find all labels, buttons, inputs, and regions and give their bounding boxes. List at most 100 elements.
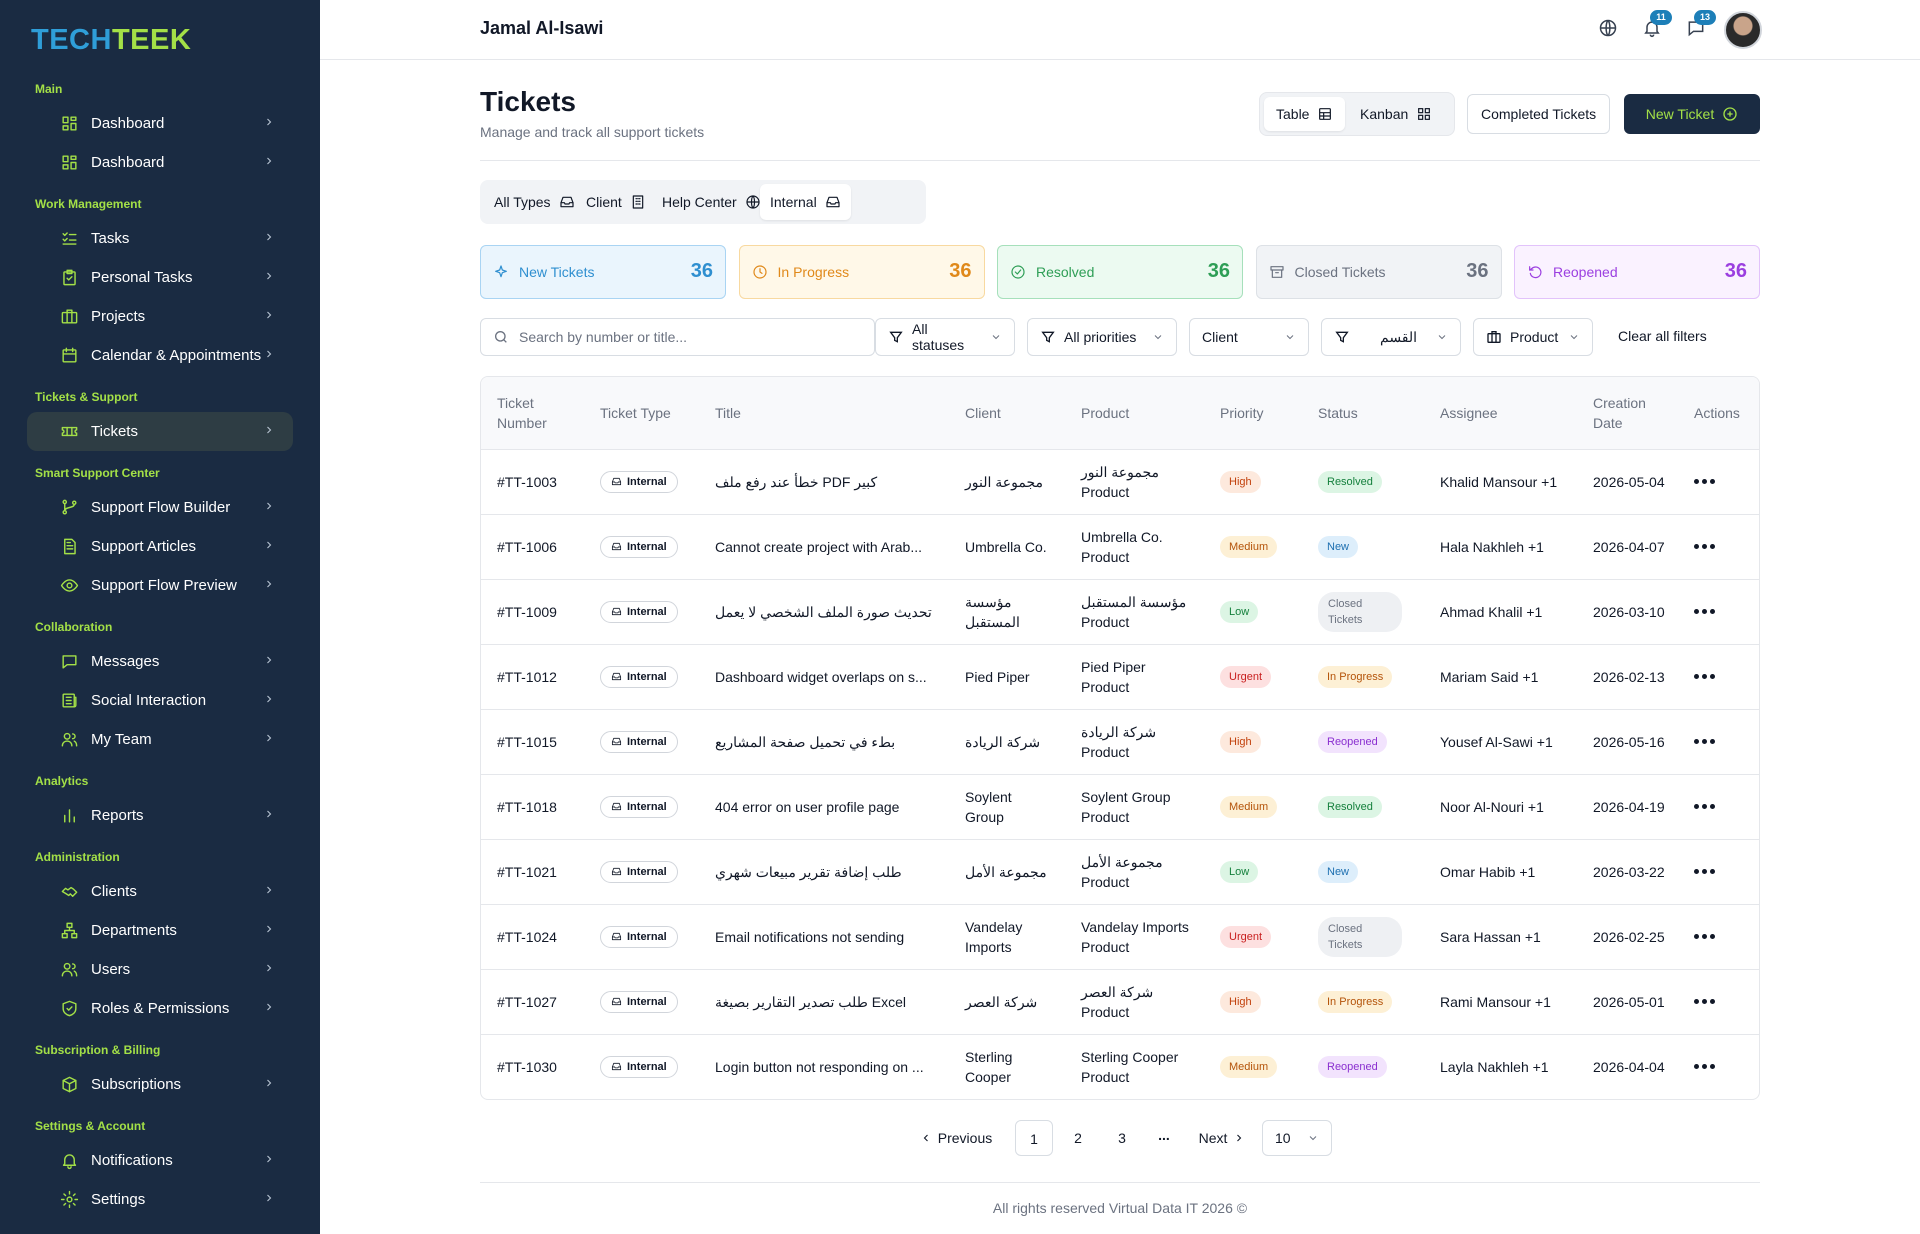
tab-all-types[interactable]: All Types: [484, 184, 585, 220]
more-actions-icon[interactable]: [1694, 1064, 1759, 1070]
clear-filters-link[interactable]: Clear all filters: [1618, 328, 1707, 344]
more-actions-icon[interactable]: [1694, 674, 1759, 679]
search-input[interactable]: [519, 329, 849, 345]
ticket-title[interactable]: Email notifications not sending: [699, 904, 949, 970]
ticket-title[interactable]: طلب تصدير التقارير بصيغة Excel: [699, 969, 949, 1035]
table-view-button[interactable]: Table: [1264, 97, 1346, 131]
more-actions-icon[interactable]: [1694, 739, 1759, 744]
sidebar-item-messages[interactable]: Messages: [27, 642, 293, 681]
sidebar-item-settings[interactable]: Settings: [27, 1180, 293, 1219]
ticket-number[interactable]: #TT-1018: [481, 774, 584, 840]
ticket-title[interactable]: طلب إضافة تقرير مبيعات شهري: [699, 839, 949, 905]
stat-card-reopened[interactable]: Reopened 36: [1514, 245, 1760, 299]
new-ticket-button[interactable]: New Ticket: [1624, 94, 1760, 134]
page-1-button[interactable]: 1: [1015, 1120, 1053, 1156]
table-row[interactable]: #TT-1021 Internal طلب إضافة تقرير مبيعات ش…: [481, 839, 1759, 905]
sidebar-item-label: Tasks: [91, 230, 130, 247]
more-actions-icon[interactable]: [1694, 869, 1759, 874]
next-page-button[interactable]: Next: [1190, 1120, 1254, 1156]
tab-internal[interactable]: Internal: [760, 184, 851, 220]
ticket-title[interactable]: Cannot create project with Arab...: [699, 514, 949, 580]
user-avatar[interactable]: [1724, 11, 1762, 49]
ticket-title[interactable]: بطء في تحميل صفحة المشاريع: [699, 709, 949, 775]
ticket-number[interactable]: #TT-1027: [481, 969, 584, 1035]
tab-client[interactable]: Client: [576, 184, 656, 220]
table-row[interactable]: #TT-1012 Internal Dashboard widget overlap…: [481, 644, 1759, 710]
table-row[interactable]: #TT-1015 Internal بطء في تحميل صفحة المشار…: [481, 709, 1759, 775]
users-icon: [59, 730, 79, 750]
stat-card-resolved[interactable]: Resolved 36: [997, 245, 1243, 299]
sidebar-item-departments[interactable]: Departments: [27, 911, 293, 950]
sidebar-item-tickets[interactable]: Tickets: [27, 412, 293, 451]
ticket-number[interactable]: #TT-1012: [481, 644, 584, 710]
column-header-status: Status: [1302, 377, 1424, 450]
ticket-product: Umbrella Co. Product: [1065, 514, 1204, 580]
ticket-number[interactable]: #TT-1003: [481, 449, 584, 515]
more-actions-icon[interactable]: [1694, 479, 1759, 484]
sidebar-item-tasks[interactable]: Tasks: [27, 219, 293, 258]
sidebar-item-support-flow-builder[interactable]: Support Flow Builder: [27, 488, 293, 527]
table-row[interactable]: #TT-1003 Internal خطأ عند رفع ملف PDF كبير…: [481, 449, 1759, 515]
status-badge: Closed Tickets: [1318, 916, 1402, 957]
stat-card-new-tickets[interactable]: New Tickets 36: [480, 245, 726, 299]
page-2-button[interactable]: 2: [1074, 1130, 1082, 1146]
sidebar-item-clients[interactable]: Clients: [27, 872, 293, 911]
status-filter[interactable]: All statuses: [875, 318, 1015, 356]
stat-card-in-progress[interactable]: In Progress 36: [738, 245, 985, 299]
sidebar-item-notifications[interactable]: Notifications: [27, 1141, 293, 1180]
sidebar-item-projects[interactable]: Projects: [27, 297, 293, 336]
ticket-title[interactable]: Dashboard widget overlaps on s...: [699, 644, 949, 710]
ticket-number[interactable]: #TT-1006: [481, 514, 584, 580]
client-filter[interactable]: Client: [1189, 318, 1309, 356]
ticket-type-label: Internal: [627, 1060, 667, 1073]
priority-filter[interactable]: All priorities: [1027, 318, 1177, 356]
check-circle-icon: [1010, 264, 1026, 280]
sidebar-item-personal-tasks[interactable]: Personal Tasks: [27, 258, 293, 297]
completed-tickets-button[interactable]: Completed Tickets: [1467, 94, 1611, 134]
sidebar-item-my-team[interactable]: My Team: [27, 720, 293, 759]
page-size-select[interactable]: 10: [1262, 1120, 1332, 1156]
ticket-number[interactable]: #TT-1009: [481, 579, 584, 645]
department-filter[interactable]: القسم: [1321, 318, 1461, 356]
sidebar-item-reports[interactable]: Reports: [27, 796, 293, 835]
sidebar-item-support-flow-preview[interactable]: Support Flow Preview: [27, 566, 293, 605]
previous-page-button[interactable]: Previous: [916, 1120, 996, 1156]
stat-value: 36: [1466, 260, 1489, 282]
sidebar-item-roles-permissions[interactable]: Roles & Permissions: [27, 989, 293, 1028]
sidebar-item-subscriptions[interactable]: Subscriptions: [27, 1065, 293, 1104]
sidebar-item-users[interactable]: Users: [27, 950, 293, 989]
table-row[interactable]: #TT-1009 Internal تحديث صورة الملف الشخصي …: [481, 579, 1759, 645]
ticket-title[interactable]: تحديث صورة الملف الشخصي لا يعمل: [699, 579, 949, 645]
more-actions-icon[interactable]: [1694, 934, 1759, 939]
table-row[interactable]: #TT-1024 Internal Email notifications not …: [481, 904, 1759, 970]
ticket-number[interactable]: #TT-1030: [497, 1058, 557, 1075]
app-logo[interactable]: TECHTEEK: [31, 24, 192, 56]
globe-icon[interactable]: [1598, 18, 1618, 38]
sidebar-item-social-interaction[interactable]: Social Interaction: [27, 681, 293, 720]
table-row[interactable]: #TT-1018 Internal 404 error on user profil…: [481, 774, 1759, 840]
page-3-button[interactable]: 3: [1118, 1130, 1126, 1146]
table-row[interactable]: #TT-1030 Internal Login button not respond…: [481, 1034, 1759, 1099]
more-actions-icon[interactable]: [1694, 544, 1759, 549]
ticket-number[interactable]: #TT-1024: [481, 904, 584, 970]
ticket-number[interactable]: #TT-1021: [481, 839, 584, 905]
stat-card-closed-tickets[interactable]: Closed Tickets 36: [1255, 245, 1502, 299]
more-actions-icon[interactable]: [1694, 999, 1759, 1004]
kanban-view-button[interactable]: Kanban: [1348, 97, 1444, 131]
sidebar-item-support-articles[interactable]: Support Articles: [27, 527, 293, 566]
table-row[interactable]: #TT-1006 Internal Cannot create project wi…: [481, 514, 1759, 580]
ticket-title[interactable]: Login button not responding on ...: [715, 1058, 924, 1075]
ticket-type-cell: Internal: [584, 514, 699, 580]
more-actions-icon[interactable]: [1694, 804, 1759, 809]
ticket-title[interactable]: 404 error on user profile page: [699, 774, 949, 840]
sidebar-item-calendar-appointments[interactable]: Calendar & Appointments: [27, 336, 293, 375]
ticket-title[interactable]: خطأ عند رفع ملف PDF كبير: [699, 449, 949, 515]
sidebar-item-dashboard[interactable]: Dashboard: [27, 143, 293, 182]
product-filter[interactable]: Product: [1473, 318, 1593, 356]
sidebar-item-dashboard[interactable]: Dashboard: [27, 104, 293, 143]
ticket-number[interactable]: #TT-1015: [481, 709, 584, 775]
tab-help-center[interactable]: Help Center: [652, 184, 771, 220]
more-actions-icon[interactable]: [1694, 609, 1759, 614]
table-row[interactable]: #TT-1027 Internal طلب تصدير التقارير بصيغة…: [481, 969, 1759, 1035]
ticket-priority-cell: High: [1204, 969, 1302, 1035]
